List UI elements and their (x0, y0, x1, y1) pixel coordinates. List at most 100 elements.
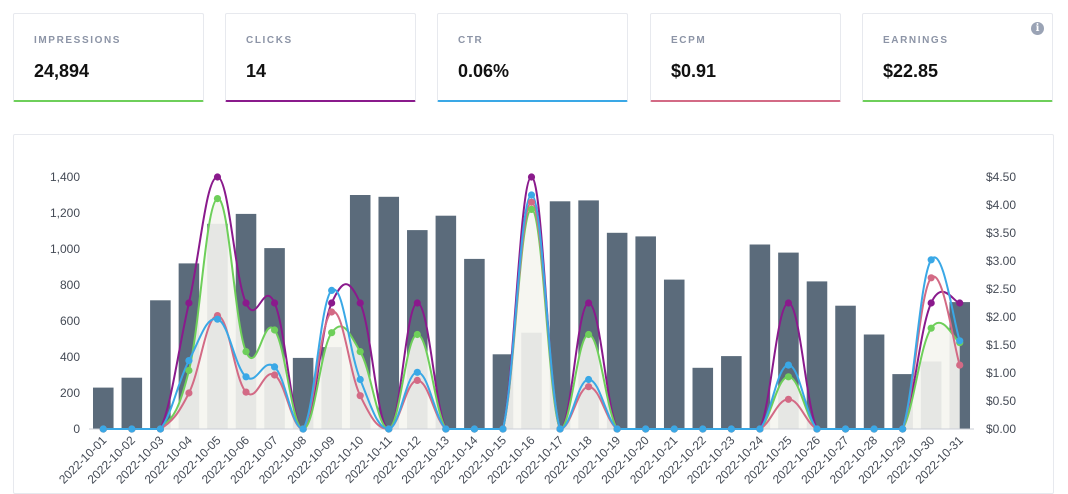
impressions-value: 24,894 (34, 61, 90, 81)
left-axis-tick-label: 1,000 (50, 242, 80, 256)
series-point (185, 389, 193, 397)
right-axis-tick-label: $3.50 (986, 226, 1016, 240)
series-point (328, 299, 336, 307)
series-point (956, 337, 964, 345)
left-axis-tick-label: 800 (60, 278, 80, 292)
series-point (242, 348, 250, 356)
series-point (956, 299, 964, 307)
series-point (356, 392, 364, 400)
series-point (356, 375, 364, 384)
series-point (99, 425, 107, 433)
left-axis-tick-label: 600 (60, 314, 80, 328)
series-point (813, 425, 821, 433)
left-axis-tick-label: 0 (73, 422, 80, 436)
series-point (899, 425, 907, 433)
bar (549, 201, 571, 429)
ecpm-label: ECPM (671, 35, 707, 46)
series-point (328, 286, 336, 294)
series-point (356, 299, 364, 307)
series-point (584, 299, 593, 307)
ctr-value: 0.06% (458, 61, 510, 81)
right-axis-tick-label: $0.00 (986, 422, 1016, 436)
impressions-card: IMPRESSIONS 24,894 (13, 13, 204, 102)
bar (863, 334, 885, 429)
series-point (442, 425, 450, 433)
series-point (356, 348, 364, 356)
right-axis-tick-label: $2.00 (986, 310, 1016, 324)
series-point (213, 315, 222, 323)
series-point (527, 198, 536, 206)
series-point (584, 375, 593, 384)
series-point (270, 371, 279, 379)
bar (663, 279, 685, 429)
clicks-card: CLICKS 14 (225, 13, 416, 102)
series-point (413, 376, 421, 384)
left-axis-tick-label: 1,200 (50, 206, 80, 220)
right-axis-tick-label: $4.50 (986, 170, 1016, 184)
series-point (213, 173, 222, 181)
series-point (556, 425, 564, 433)
ctr-card: CTR 0.06% (437, 13, 628, 102)
bar (92, 387, 114, 429)
right-axis-tick-label: $1.50 (986, 338, 1016, 352)
series-point (927, 256, 935, 264)
bar (150, 300, 171, 429)
series-area (103, 198, 960, 429)
series-point (927, 299, 935, 307)
bar (121, 377, 143, 429)
left-axis-tick-label: 400 (60, 350, 80, 364)
info-icon[interactable]: i (1031, 22, 1044, 35)
earnings-label: EARNINGS (883, 35, 949, 46)
series-point (270, 326, 279, 334)
series-point (242, 299, 250, 307)
series-point (413, 368, 421, 376)
right-axis-tick-label: $0.50 (986, 394, 1016, 408)
bar (749, 244, 771, 429)
series-point (185, 299, 193, 307)
series-point (527, 205, 536, 213)
series-point (242, 388, 250, 396)
series-point (927, 324, 935, 332)
series-point (413, 299, 421, 307)
series-point (642, 425, 650, 433)
series-point (156, 425, 164, 433)
series-point (784, 299, 793, 307)
series-point (413, 330, 421, 339)
series-point (527, 173, 536, 181)
series-point (527, 191, 536, 199)
series-point (784, 361, 793, 369)
series-point (841, 425, 850, 433)
series-point (499, 425, 507, 433)
series-point (385, 425, 393, 433)
series-point (699, 425, 707, 433)
series-point (784, 395, 793, 403)
series-point (270, 299, 279, 307)
ctr-label: CTR (458, 35, 484, 46)
right-axis-tick-label: $1.00 (986, 366, 1016, 380)
bar (464, 258, 485, 429)
series-point (299, 425, 307, 433)
series-point (727, 425, 735, 433)
stats-cards: IMPRESSIONS 24,894 CLICKS 14 CTR 0.06% E… (0, 0, 1068, 110)
series-point (613, 425, 621, 433)
series-point (213, 195, 222, 203)
series-point (927, 274, 935, 282)
bar (692, 367, 714, 429)
bar (806, 281, 828, 429)
bar (835, 305, 856, 429)
bar (435, 215, 457, 429)
earnings-value: $22.85 (883, 61, 939, 81)
bar (721, 356, 742, 429)
bar (635, 236, 656, 429)
bar (378, 196, 400, 429)
series-point (328, 308, 336, 316)
earnings-card: EARNINGS $22.85 i (862, 13, 1053, 102)
left-axis-tick-label: 200 (60, 386, 80, 400)
clicks-value: 14 (246, 61, 267, 81)
ecpm-card: ECPM $0.91 (650, 13, 841, 102)
series-point (584, 383, 593, 391)
series-point (870, 425, 878, 433)
series-point (956, 361, 964, 369)
series-point (242, 373, 250, 381)
